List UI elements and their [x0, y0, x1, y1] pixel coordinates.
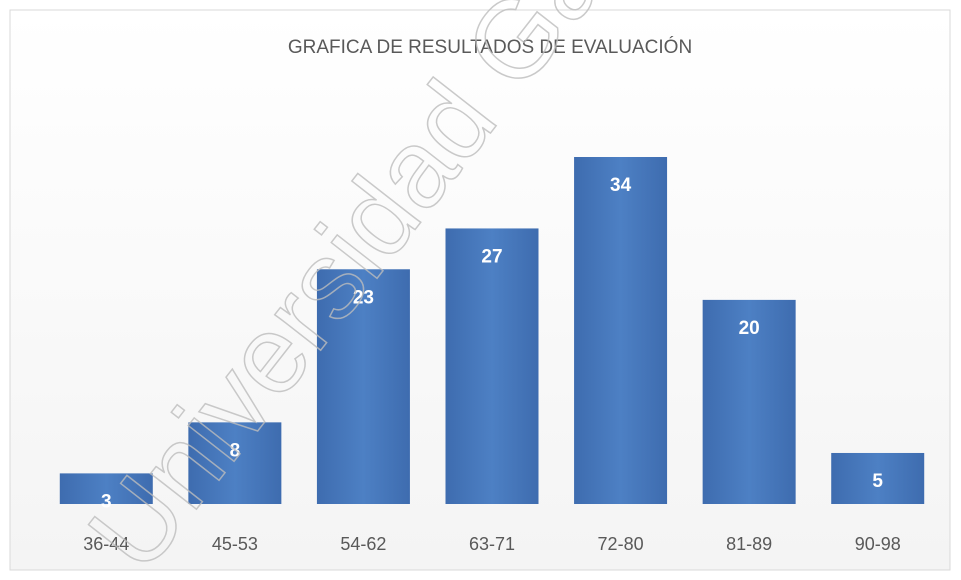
bar	[445, 228, 539, 505]
x-tick-label: 90-98	[855, 534, 901, 554]
data-label: 20	[739, 318, 760, 339]
x-tick-label: 36-44	[83, 534, 129, 554]
bar	[831, 452, 925, 504]
bar	[702, 299, 796, 504]
bar	[574, 157, 668, 504]
x-tick-label: 72-80	[598, 534, 644, 554]
x-tick-label: 54-62	[340, 534, 386, 554]
bar	[59, 473, 153, 504]
data-label: 5	[872, 471, 883, 492]
x-tick-label: 45-53	[212, 534, 258, 554]
plot: 36-44 3 45-53 8 54-62 23 63-71 27 72-80 34 81-89 20…	[59, 157, 925, 554]
data-label: 23	[353, 287, 374, 308]
data-label: 34	[610, 175, 632, 196]
x-tick-label: 81-89	[726, 534, 772, 554]
data-label: 8	[230, 440, 241, 461]
bar	[188, 422, 282, 504]
data-label: 27	[481, 246, 502, 267]
x-tick-label: 63-71	[469, 534, 515, 554]
data-label: 3	[101, 491, 112, 512]
bar	[316, 269, 410, 504]
chart-title: GRAFICA DE RESULTADOS DE EVALUACIÓN	[288, 36, 692, 58]
